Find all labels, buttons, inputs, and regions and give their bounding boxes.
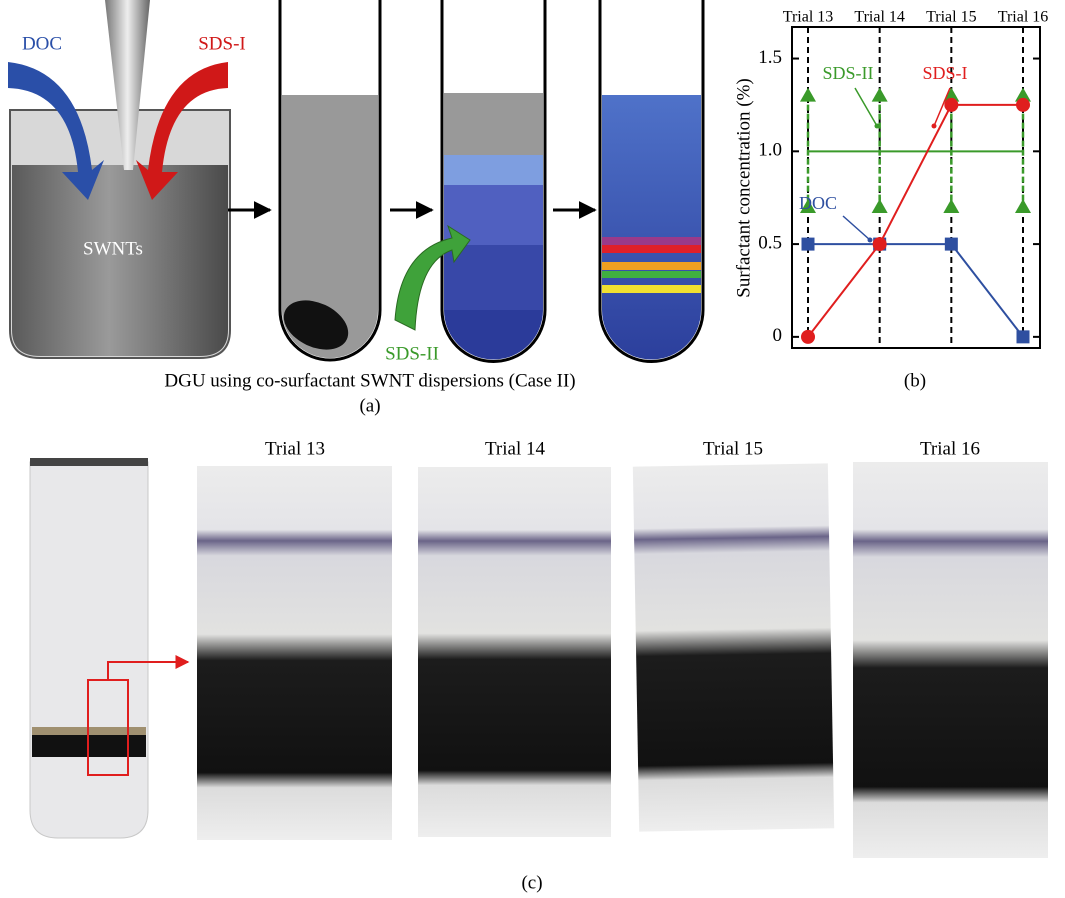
error-cap <box>1015 199 1031 213</box>
x-tick-label: Trial 16 <box>998 9 1049 26</box>
tube-liquid <box>602 95 701 360</box>
band <box>602 285 701 293</box>
panel-c: Trial 13 Trial 14 Trial 15 Trial 16 (c) <box>30 438 1048 893</box>
photo <box>197 466 392 840</box>
panel-label: (c) <box>521 872 542 893</box>
band <box>602 237 701 245</box>
marker <box>944 98 958 112</box>
panel-label: (a) <box>359 395 380 416</box>
trial-label: Trial 16 <box>920 438 980 459</box>
label-arrow-head <box>932 124 937 129</box>
marker <box>873 237 887 251</box>
label: SDS-II <box>385 343 439 364</box>
band <box>602 262 701 270</box>
caption: DGU using co-surfactant SWNT dispersions… <box>164 370 575 391</box>
y-axis-label: Surfactant concentration (%) <box>733 78 754 297</box>
error-cap <box>872 199 888 213</box>
trial-label: Trial 13 <box>265 438 325 459</box>
band <box>602 245 701 253</box>
label: SDS-I <box>198 33 246 54</box>
series-label: DOC <box>799 193 837 213</box>
label: SWNTs <box>83 238 143 259</box>
tube-rim <box>30 458 148 466</box>
label-arrow <box>855 88 877 126</box>
figure: DOC SDS-I SWNTs SDS-II DGU using co-surf… <box>0 0 1065 898</box>
error-cap <box>800 88 816 102</box>
label-arrow-head <box>868 238 873 243</box>
marker <box>945 238 958 251</box>
x-tick-label: Trial 15 <box>926 9 977 26</box>
series-label: SDS-I <box>922 63 967 83</box>
series-label: SDS-II <box>822 63 873 83</box>
panel-a: DOC SDS-I SWNTs SDS-II DGU using co-surf… <box>8 0 703 416</box>
band <box>602 271 701 278</box>
x-tick-label: Trial 14 <box>854 9 905 26</box>
label: DOC <box>22 33 62 54</box>
tube-photo <box>30 462 148 838</box>
marker <box>1016 98 1030 112</box>
trial-label: Trial 14 <box>485 438 546 459</box>
photo <box>853 462 1048 858</box>
photo <box>418 467 611 837</box>
layer <box>444 155 543 185</box>
x-tick-label: Trial 13 <box>783 9 834 26</box>
y-tick-label: 1.5 <box>758 47 782 68</box>
page: {"panel_a": {"labels": {"doc": "DOC", "s… <box>0 0 1065 898</box>
label-arrow-head <box>875 124 880 129</box>
marker <box>801 330 815 344</box>
series-line <box>808 244 1023 337</box>
y-tick-label: 1.0 <box>758 140 782 161</box>
photo <box>633 463 834 831</box>
error-cap <box>943 199 959 213</box>
marker <box>802 238 815 251</box>
marker <box>1017 330 1030 343</box>
y-tick-label: 0.5 <box>758 232 782 253</box>
beaker-liquid <box>12 165 228 356</box>
series-line <box>808 105 1023 337</box>
error-cap <box>872 88 888 102</box>
panel-label: (b) <box>904 370 926 391</box>
layer <box>444 93 543 155</box>
label-arrow <box>843 216 870 240</box>
trial-label: Trial 15 <box>703 438 763 459</box>
y-tick-label: 0 <box>773 325 783 346</box>
